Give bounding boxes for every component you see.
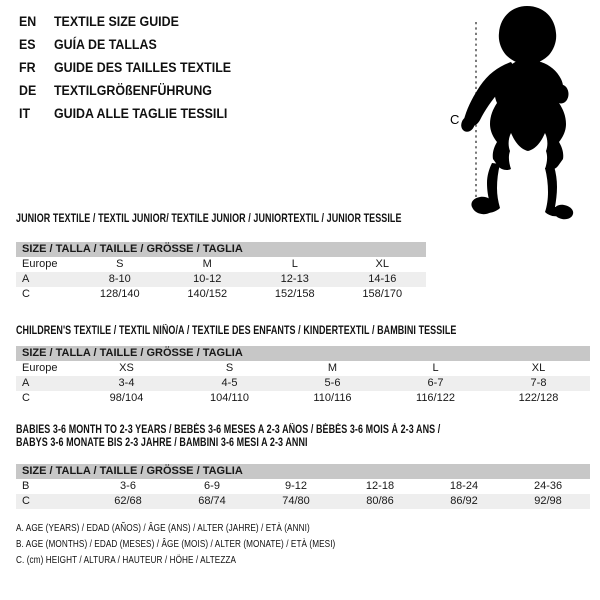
svg-text:C: C: [450, 112, 459, 127]
